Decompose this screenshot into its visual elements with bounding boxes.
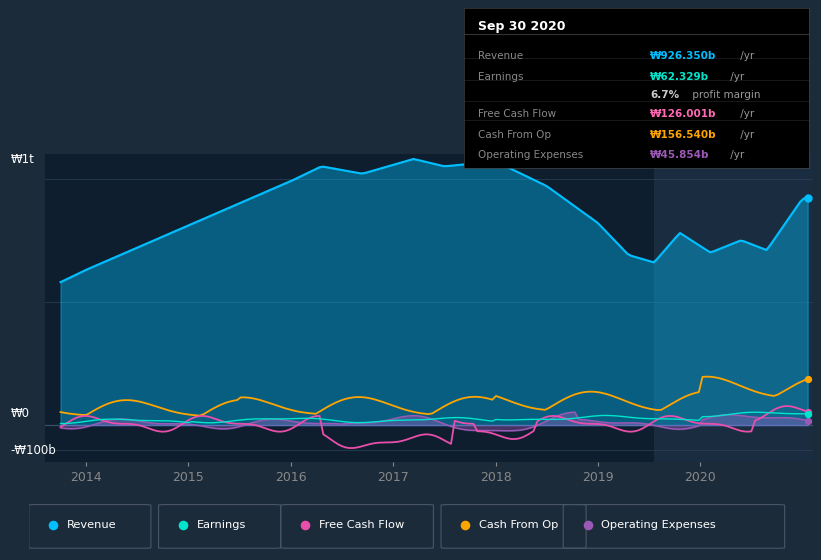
Text: Revenue: Revenue	[478, 52, 523, 62]
Point	[581, 521, 594, 530]
Point	[801, 409, 814, 418]
Text: profit margin: profit margin	[689, 90, 760, 100]
Point	[177, 521, 190, 530]
Text: Sep 30 2020: Sep 30 2020	[478, 20, 565, 32]
Text: ₩156.540b: ₩156.540b	[650, 130, 717, 139]
Text: Free Cash Flow: Free Cash Flow	[478, 109, 556, 119]
Bar	[654, 154, 813, 462]
Point	[801, 416, 814, 425]
Text: /yr: /yr	[737, 109, 754, 119]
Text: ₩126.001b: ₩126.001b	[650, 109, 717, 119]
Point	[801, 407, 814, 416]
Point	[801, 375, 814, 384]
Text: ₩0: ₩0	[11, 407, 30, 420]
Text: Cash From Op: Cash From Op	[479, 520, 558, 530]
Text: ₩62.329b: ₩62.329b	[650, 72, 709, 82]
Text: Operating Expenses: Operating Expenses	[478, 151, 583, 161]
Text: /yr: /yr	[727, 151, 745, 161]
Point	[459, 521, 472, 530]
Point	[801, 194, 814, 203]
Text: 6.7%: 6.7%	[650, 90, 679, 100]
Point	[299, 521, 312, 530]
Point	[47, 521, 60, 530]
Text: /yr: /yr	[737, 130, 754, 139]
Text: -₩100b: -₩100b	[11, 444, 57, 458]
Text: ₩1t: ₩1t	[11, 153, 34, 166]
Text: Earnings: Earnings	[197, 520, 246, 530]
Text: Revenue: Revenue	[67, 520, 117, 530]
Text: Free Cash Flow: Free Cash Flow	[319, 520, 404, 530]
Text: Cash From Op: Cash From Op	[478, 130, 551, 139]
Text: ₩926.350b: ₩926.350b	[650, 52, 717, 62]
Text: Earnings: Earnings	[478, 72, 523, 82]
Text: /yr: /yr	[727, 72, 745, 82]
Text: /yr: /yr	[737, 52, 754, 62]
Text: Operating Expenses: Operating Expenses	[602, 520, 716, 530]
Text: ₩45.854b: ₩45.854b	[650, 151, 709, 161]
